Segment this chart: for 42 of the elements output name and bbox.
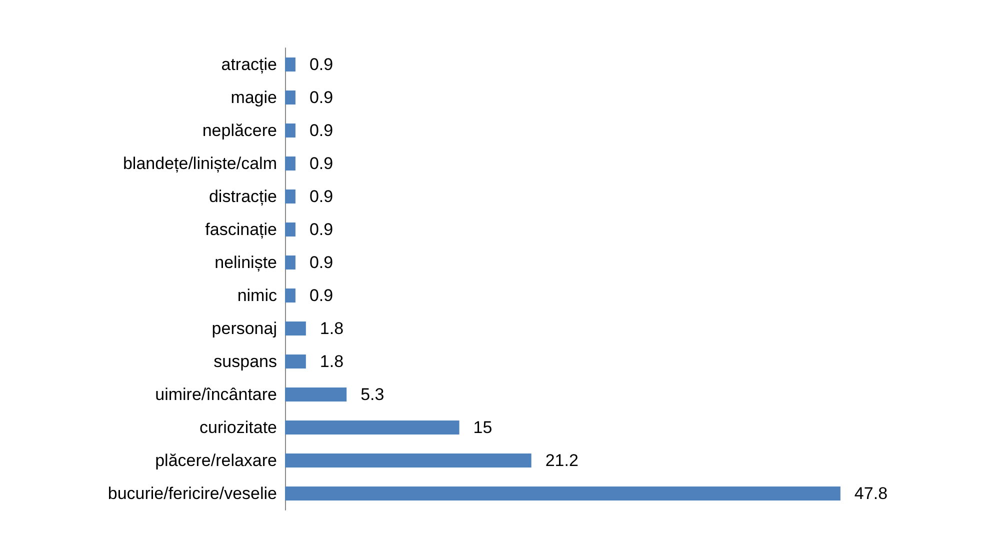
y-tick-label: neplăcere [202, 121, 277, 140]
bar [285, 288, 296, 302]
data-label: 47.8 [854, 484, 888, 503]
data-label: 5.3 [360, 385, 384, 404]
data-label: 0.9 [309, 88, 334, 107]
data-label: 0.9 [309, 121, 334, 140]
data-label: 0.9 [309, 55, 334, 74]
y-tick-label: neliniște [214, 253, 277, 272]
bar [285, 354, 306, 368]
y-tick-label: magie [230, 88, 277, 107]
bar [285, 222, 296, 236]
y-tick-label: distracție [208, 187, 277, 206]
data-label: 0.9 [309, 154, 334, 173]
bar [285, 156, 296, 170]
data-label: 0.9 [309, 220, 334, 239]
data-label: 1.8 [320, 319, 344, 338]
bar [285, 420, 460, 434]
y-tick-label: atracție [221, 55, 277, 74]
data-label: 21.2 [545, 451, 578, 470]
bar [285, 322, 306, 336]
y-tick-label: fascinație [205, 220, 277, 239]
bar [285, 58, 296, 72]
bar [285, 486, 840, 500]
y-tick-label: uimire/încântare [155, 385, 277, 404]
data-label: 0.9 [309, 253, 334, 272]
bar [285, 454, 532, 468]
data-label: 0.9 [309, 286, 334, 305]
bar [285, 124, 296, 138]
y-tick-label: plăcere/relaxare [155, 451, 277, 470]
bar [285, 388, 347, 402]
y-tick-label: personaj [212, 319, 277, 338]
data-label: 0.9 [309, 187, 334, 206]
y-tick-label: blandețe/liniște/calm [122, 154, 277, 173]
y-tick-label: suspans [214, 352, 277, 371]
y-tick-label: bucurie/fericire/veselie [108, 484, 277, 503]
bar [285, 256, 296, 270]
data-label: 15 [473, 418, 492, 437]
bar [285, 190, 296, 204]
y-tick-label: curiozitate [200, 418, 277, 437]
y-tick-label: nimic [237, 286, 278, 305]
data-label: 1.8 [320, 352, 344, 371]
bar [285, 90, 296, 104]
